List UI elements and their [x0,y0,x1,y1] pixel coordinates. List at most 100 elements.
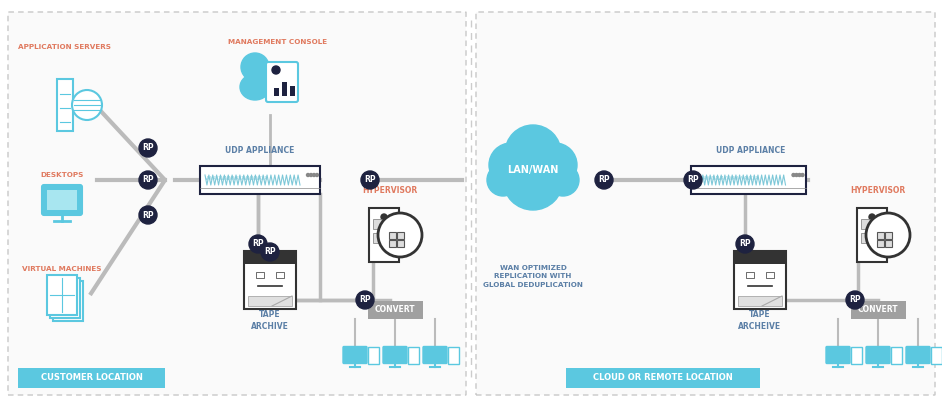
FancyBboxPatch shape [57,79,73,131]
Text: CLOUD OR REMOTE LOCATION: CLOUD OR REMOTE LOCATION [593,374,733,382]
FancyBboxPatch shape [876,231,884,239]
Text: RP: RP [252,239,264,249]
Text: UDP APPLIANCE: UDP APPLIANCE [225,146,294,155]
FancyBboxPatch shape [276,272,284,278]
FancyBboxPatch shape [746,272,754,278]
Circle shape [313,174,316,177]
Circle shape [736,235,754,253]
Circle shape [792,174,795,177]
Text: CONVERT: CONVERT [857,305,899,314]
FancyBboxPatch shape [200,166,320,194]
Circle shape [684,171,702,189]
FancyBboxPatch shape [766,272,774,278]
Circle shape [595,171,613,189]
Circle shape [801,174,804,177]
FancyBboxPatch shape [931,347,941,364]
Text: APPLICATION SERVERS: APPLICATION SERVERS [19,44,111,50]
Text: DESKTOPS: DESKTOPS [41,172,84,178]
FancyBboxPatch shape [383,347,407,364]
FancyBboxPatch shape [906,347,930,364]
FancyBboxPatch shape [690,166,805,194]
FancyBboxPatch shape [47,190,77,210]
Text: VAVAVAVAVAVAVAVAVAVAVA: VAVAVAVAVAVAVAVAVAVAVA [695,175,758,181]
FancyBboxPatch shape [735,252,785,264]
Circle shape [503,150,563,210]
Circle shape [381,214,387,220]
Text: TAPE
ARCHIVE: TAPE ARCHIVE [252,310,289,331]
Circle shape [489,143,533,187]
FancyBboxPatch shape [738,296,782,306]
Circle shape [795,174,798,177]
Circle shape [316,174,318,177]
FancyBboxPatch shape [266,62,298,102]
FancyBboxPatch shape [245,252,295,264]
FancyBboxPatch shape [861,219,883,229]
Text: RP: RP [142,143,154,152]
FancyBboxPatch shape [47,275,77,315]
FancyBboxPatch shape [373,219,395,229]
Text: CONVERT: CONVERT [375,305,415,314]
FancyBboxPatch shape [826,347,850,364]
FancyBboxPatch shape [885,239,891,247]
Circle shape [306,174,310,177]
Circle shape [505,125,561,181]
FancyBboxPatch shape [373,233,395,243]
Circle shape [249,235,267,253]
Text: VAVAVAVAVAVAVAVAVAVAVA: VAVAVAVAVAVAVAVAVAVAVA [205,175,268,181]
FancyBboxPatch shape [50,278,80,318]
Text: WAN OPTIMIZED
REPLICATION WITH
GLOBAL DEDUPLICATION: WAN OPTIMIZED REPLICATION WITH GLOBAL DE… [483,265,583,288]
FancyBboxPatch shape [408,347,418,364]
FancyBboxPatch shape [290,86,295,96]
FancyBboxPatch shape [890,347,901,364]
Text: RP: RP [142,175,154,185]
Text: VIRTUAL MACHINES: VIRTUAL MACHINES [23,266,102,272]
FancyBboxPatch shape [244,251,296,309]
FancyBboxPatch shape [423,347,447,364]
FancyBboxPatch shape [388,239,396,247]
Circle shape [272,66,280,74]
Text: HYPERVISOR: HYPERVISOR [363,186,417,195]
Circle shape [533,143,577,187]
Circle shape [378,213,422,257]
FancyBboxPatch shape [876,239,884,247]
FancyBboxPatch shape [53,281,83,321]
Text: HYPERVISOR: HYPERVISOR [851,186,905,195]
Circle shape [866,213,910,257]
Circle shape [139,139,157,157]
FancyBboxPatch shape [248,296,292,306]
Text: UDP APPLIANCE: UDP APPLIANCE [716,146,786,155]
FancyBboxPatch shape [18,368,165,388]
Circle shape [361,171,379,189]
FancyBboxPatch shape [447,347,459,364]
Circle shape [487,164,519,196]
FancyBboxPatch shape [282,82,287,96]
Text: RP: RP [739,239,751,249]
Text: RP: RP [142,210,154,220]
Text: TAPE
ARCHEIVE: TAPE ARCHEIVE [739,310,782,331]
FancyBboxPatch shape [566,368,760,388]
Circle shape [869,214,875,220]
FancyBboxPatch shape [42,185,82,215]
Ellipse shape [240,74,270,100]
FancyBboxPatch shape [851,301,905,319]
FancyBboxPatch shape [343,347,367,364]
Text: LAN/WAN: LAN/WAN [508,165,559,175]
Circle shape [139,206,157,224]
Circle shape [547,164,579,196]
FancyBboxPatch shape [866,347,890,364]
Text: RP: RP [598,175,609,185]
FancyBboxPatch shape [861,233,883,243]
FancyBboxPatch shape [274,88,279,96]
FancyBboxPatch shape [885,231,891,239]
Text: RP: RP [264,247,276,256]
FancyBboxPatch shape [388,231,396,239]
Text: MANAGEMENT CONSOLE: MANAGEMENT CONSOLE [229,39,328,45]
FancyBboxPatch shape [851,347,862,364]
FancyBboxPatch shape [397,231,403,239]
Circle shape [139,171,157,189]
Text: RP: RP [365,175,376,185]
Text: RP: RP [687,175,699,185]
FancyBboxPatch shape [734,251,786,309]
Circle shape [72,90,102,120]
FancyBboxPatch shape [256,272,264,278]
